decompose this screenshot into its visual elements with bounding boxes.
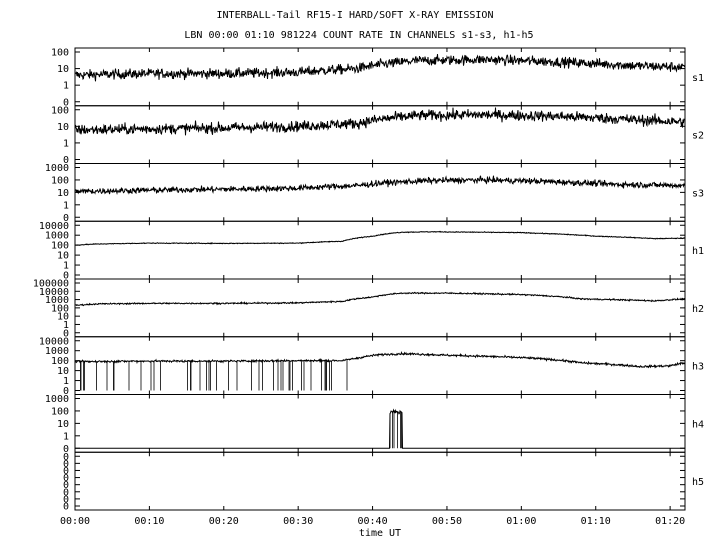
x-axis-label: time UT xyxy=(359,528,401,539)
x-tick-label-1: 00:10 xyxy=(134,516,164,527)
y-tick-label-h4-1: 100 xyxy=(51,406,69,417)
y-tick-label-h3-2: 100 xyxy=(51,356,69,367)
y-tick-label-s2-0: 100 xyxy=(51,105,69,116)
x-tick-label-6: 01:00 xyxy=(506,516,536,527)
panel-frame-s2 xyxy=(74,105,686,164)
y-tick-label-h1-2: 100 xyxy=(51,241,69,252)
y-tick-label-h1-5: 0 xyxy=(63,271,69,282)
x-tick-label-0: 00:00 xyxy=(60,516,90,527)
series-line-h1 xyxy=(75,230,685,246)
y-tick-label-h4-3: 1 xyxy=(63,431,69,442)
y-tick-label-h5-7: 0 xyxy=(63,502,69,513)
y-tick-label-h2-3: 100 xyxy=(51,303,69,314)
y-tick-label-h5-1: 0 xyxy=(63,459,69,470)
panel-frame-h3 xyxy=(74,336,686,395)
series-label-s1: s1 xyxy=(692,73,704,84)
y-tick-label-h5-0: 0 xyxy=(63,452,69,463)
series-label-h2: h2 xyxy=(692,304,704,315)
y-tick-label-h2-2: 1000 xyxy=(45,295,69,306)
series-line-s3 xyxy=(75,175,685,195)
y-tick-label-h2-1: 10000 xyxy=(39,287,69,298)
x-tick-label-8: 01:20 xyxy=(655,516,685,527)
chart-subtitle: LBN 00:00 01:10 981224 COUNT RATE IN CHA… xyxy=(184,30,533,41)
x-tick-label-4: 00:40 xyxy=(358,516,388,527)
y-tick-label-s2-2: 1 xyxy=(63,138,69,149)
series-dropouts-h4 xyxy=(389,411,402,449)
series-label-s2: s2 xyxy=(692,131,704,142)
y-tick-label-h4-0: 1000 xyxy=(45,394,69,405)
y-tick-label-s2-3: 0 xyxy=(63,155,69,166)
y-tick-label-h5-6: 0 xyxy=(63,494,69,505)
y-tick-label-s3-2: 10 xyxy=(57,188,69,199)
series-label-s3: s3 xyxy=(692,188,704,199)
panel-frame-h1 xyxy=(74,220,686,280)
y-tick-label-h1-3: 10 xyxy=(57,251,69,262)
x-tick-label-3: 00:30 xyxy=(283,516,313,527)
y-tick-label-h2-5: 1 xyxy=(63,320,69,331)
y-tick-label-s3-1: 100 xyxy=(51,175,69,186)
y-tick-label-h5-2: 0 xyxy=(63,466,69,477)
y-tick-label-h4-4: 0 xyxy=(63,444,69,455)
y-tick-label-h1-4: 1 xyxy=(63,261,69,272)
panel-frame-s3 xyxy=(74,163,686,222)
panel-frame-h5 xyxy=(74,451,686,511)
y-tick-label-h5-4: 0 xyxy=(63,480,69,491)
y-tick-label-h2-6: 0 xyxy=(63,328,69,339)
series-label-h4: h4 xyxy=(692,419,704,430)
x-tick-label-5: 00:50 xyxy=(432,516,462,527)
series-line-s2 xyxy=(75,107,685,136)
series-line-h4 xyxy=(75,408,685,449)
series-label-h5: h5 xyxy=(692,477,704,488)
y-tick-label-s3-4: 0 xyxy=(63,213,69,224)
y-tick-label-h2-4: 10 xyxy=(57,312,69,323)
panel-frame-h4 xyxy=(74,394,686,453)
y-tick-label-h2-0: 100000 xyxy=(33,279,69,290)
series-dropouts-h3 xyxy=(80,359,348,391)
y-tick-label-h3-0: 10000 xyxy=(39,336,69,347)
series-line-h3 xyxy=(75,350,685,369)
y-tick-label-h3-5: 0 xyxy=(63,386,69,397)
y-tick-label-h5-3: 0 xyxy=(63,473,69,484)
y-tick-label-s3-0: 1000 xyxy=(45,163,69,174)
y-tick-label-h5-5: 0 xyxy=(63,487,69,498)
panel-frame-s1 xyxy=(74,47,686,107)
series-line-s1 xyxy=(75,54,685,82)
y-tick-label-s1-2: 1 xyxy=(63,81,69,92)
y-tick-label-s1-1: 10 xyxy=(57,64,69,75)
y-tick-label-h1-1: 1000 xyxy=(45,231,69,242)
panels-group: 1001010s11001010s210001001010s3100001000… xyxy=(33,47,704,513)
y-tick-label-h3-3: 10 xyxy=(57,366,69,377)
y-tick-label-h3-1: 1000 xyxy=(45,346,69,357)
y-tick-label-h3-4: 1 xyxy=(63,376,69,387)
y-tick-label-s1-0: 100 xyxy=(51,48,69,59)
y-tick-label-h4-2: 10 xyxy=(57,419,69,430)
x-axis: 00:00 00:10 00:20 00:30 00:40 00:50 01:00 01:10… xyxy=(60,48,685,527)
y-tick-label-s1-3: 0 xyxy=(63,97,69,108)
x-tick-label-7: 01:10 xyxy=(581,516,611,527)
panel-frame-h2 xyxy=(74,278,686,338)
y-tick-label-s3-3: 1 xyxy=(63,200,69,211)
y-tick-label-h1-0: 10000 xyxy=(39,221,69,232)
y-tick-label-s2-1: 10 xyxy=(57,122,69,133)
series-label-h1: h1 xyxy=(692,246,704,257)
chart-title: INTERBALL-Tail RF15-I HARD/SOFT X-RAY EM… xyxy=(217,10,494,21)
series-label-h3: h3 xyxy=(692,362,704,373)
x-tick-label-2: 00:20 xyxy=(209,516,239,527)
series-line-h2 xyxy=(75,291,685,307)
